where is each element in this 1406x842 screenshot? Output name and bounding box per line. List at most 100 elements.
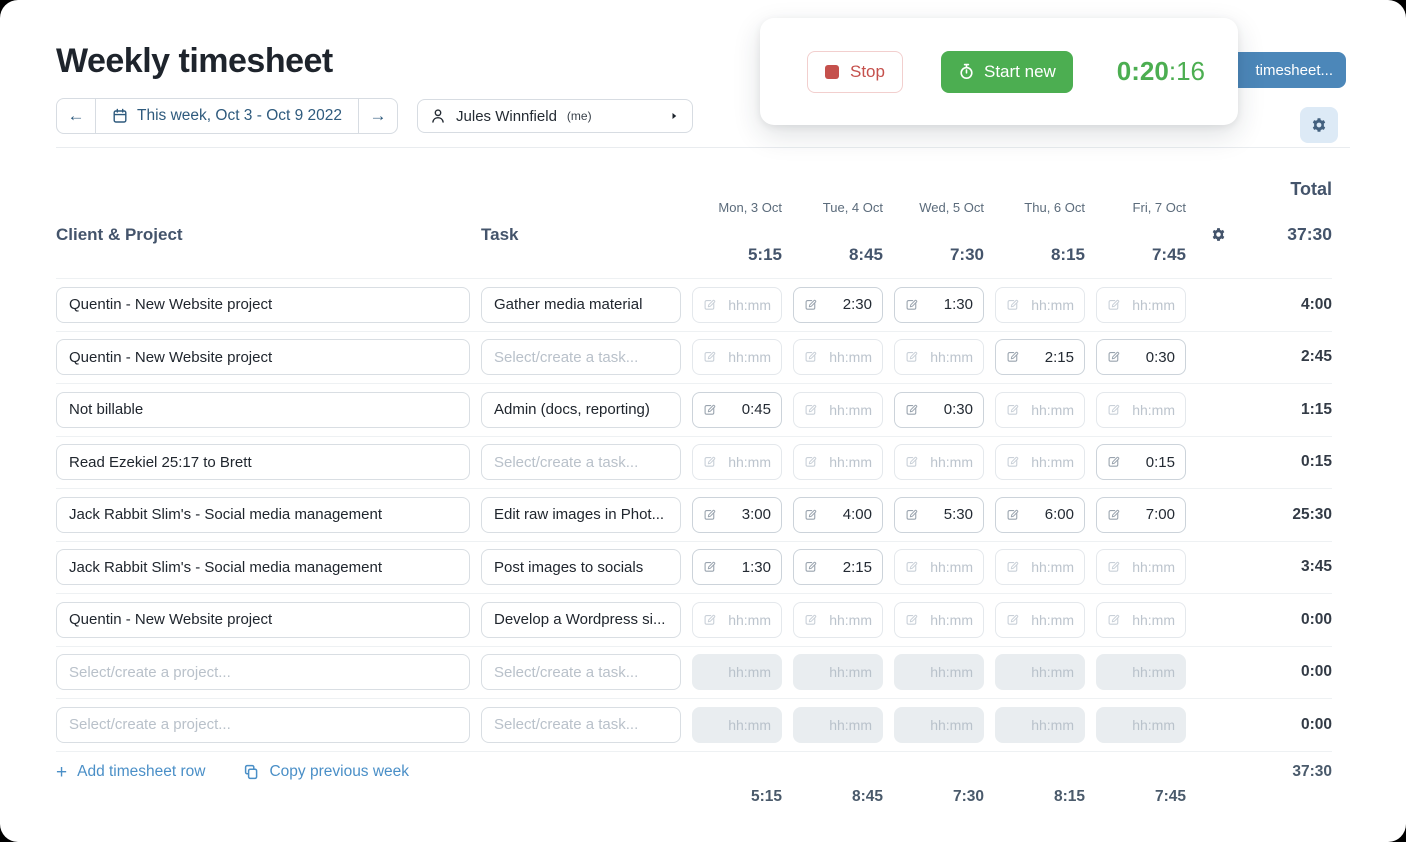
toolbar-divider <box>56 147 1350 148</box>
time-cell[interactable]: hh:mm <box>995 286 1085 323</box>
time-value: 1:30 <box>943 296 973 314</box>
edit-icon <box>703 298 717 312</box>
timesheet-row: Quentin - New Website project Develop a W… <box>56 594 1332 647</box>
time-cell[interactable]: 2:15 <box>995 339 1085 376</box>
time-placeholder: hh:mm <box>1132 611 1175 628</box>
task-input[interactable]: Admin (docs, reporting) <box>481 391 681 428</box>
time-cell[interactable]: hh:mm <box>793 339 883 376</box>
project-input[interactable]: Quentin - New Website project <box>56 339 470 376</box>
time-placeholder: hh:mm <box>1031 716 1074 733</box>
day-header: Fri, 7 Oct <box>1132 200 1186 215</box>
project-input[interactable]: Jack Rabbit Slim's - Social media manage… <box>56 549 470 586</box>
edit-icon <box>804 508 818 522</box>
time-cell[interactable]: 0:30 <box>894 391 984 428</box>
time-value: 0:15 <box>1145 453 1175 471</box>
time-cell[interactable]: hh:mm <box>894 339 984 376</box>
time-cell[interactable]: hh:mm <box>692 339 782 376</box>
edit-icon <box>1107 613 1121 627</box>
time-cell[interactable]: hh:mm <box>692 444 782 481</box>
task-input[interactable]: Select/create a task... <box>481 706 681 743</box>
time-cell[interactable]: 5:30 <box>894 496 984 533</box>
project-input[interactable]: Select/create a project... <box>56 654 470 691</box>
edit-icon <box>1006 560 1020 574</box>
project-input[interactable]: Jack Rabbit Slim's - Social media manage… <box>56 496 470 533</box>
row-total: 0:00 <box>1300 610 1332 628</box>
next-week-button[interactable]: → <box>369 106 387 125</box>
time-cell[interactable]: hh:mm <box>692 286 782 323</box>
time-cell[interactable]: hh:mm <box>894 549 984 586</box>
task-input[interactable]: Select/create a task... <box>481 339 681 376</box>
task-input[interactable]: Select/create a task... <box>481 654 681 691</box>
time-cell[interactable]: hh:mm <box>1096 286 1186 323</box>
week-picker-button[interactable]: This week, Oct 3 - Oct 9 2022 <box>95 99 360 133</box>
day-header: Tue, 4 Oct <box>822 200 883 215</box>
time-placeholder: hh:mm <box>728 349 771 366</box>
column-settings-gear-icon[interactable] <box>1211 227 1226 242</box>
start-new-timer-button[interactable]: Start new <box>940 50 1073 93</box>
time-cell[interactable]: hh:mm <box>692 601 782 638</box>
footer-day-total: 7:45 <box>1154 788 1186 806</box>
add-timesheet-row-button[interactable]: + Add timesheet row <box>56 763 205 782</box>
time-cell[interactable]: 1:30 <box>692 549 782 586</box>
time-cell[interactable]: hh:mm <box>793 444 883 481</box>
project-input[interactable]: Quentin - New Website project <box>56 601 470 638</box>
project-input[interactable]: Quentin - New Website project <box>56 286 470 323</box>
time-cell[interactable]: 2:30 <box>793 286 883 323</box>
copy-previous-week-button[interactable]: Copy previous week <box>243 763 409 781</box>
time-cell[interactable]: 2:15 <box>793 549 883 586</box>
project-input[interactable]: Select/create a project... <box>56 706 470 743</box>
time-cell[interactable]: 1:30 <box>894 286 984 323</box>
settings-button[interactable] <box>1300 107 1338 143</box>
time-cell[interactable]: hh:mm <box>894 601 984 638</box>
time-value: 0:45 <box>741 401 771 419</box>
time-cell[interactable]: hh:mm <box>1096 601 1186 638</box>
timesheet-row: Select/create a project... Select/create … <box>56 699 1332 752</box>
time-cell[interactable]: 0:15 <box>1096 444 1186 481</box>
row-total: 2:45 <box>1300 348 1332 366</box>
edit-icon <box>905 560 919 574</box>
time-cell[interactable]: hh:mm <box>995 444 1085 481</box>
time-cell[interactable]: hh:mm <box>1096 549 1186 586</box>
time-placeholder: hh:mm <box>728 664 771 681</box>
copy-previous-week-label: Copy previous week <box>269 763 410 781</box>
task-input[interactable]: Select/create a task... <box>481 444 681 481</box>
time-placeholder: hh:mm <box>728 454 771 471</box>
time-value: 0:30 <box>1145 348 1175 366</box>
stop-timer-button[interactable]: Stop <box>807 50 903 93</box>
project-input[interactable]: Read Ezekiel 25:17 to Brett <box>56 444 470 481</box>
time-cell[interactable]: hh:mm <box>995 549 1085 586</box>
edit-icon <box>703 403 717 417</box>
task-input[interactable]: Develop a Wordpress si... <box>481 601 681 638</box>
time-placeholder: hh:mm <box>1031 559 1074 576</box>
time-cell[interactable]: 4:00 <box>793 496 883 533</box>
time-cell-disabled: hh:mm <box>793 654 883 691</box>
timesheet-row: Quentin - New Website project Select/crea… <box>56 332 1332 384</box>
time-cell[interactable]: 0:30 <box>1096 339 1186 376</box>
time-cell-disabled: hh:mm <box>692 654 782 691</box>
time-cell[interactable]: hh:mm <box>793 391 883 428</box>
person-selector[interactable]: Jules Winnfield (me) <box>417 99 694 133</box>
time-cell[interactable]: hh:mm <box>894 444 984 481</box>
time-cell[interactable]: 6:00 <box>995 496 1085 533</box>
row-total: 3:45 <box>1300 558 1332 576</box>
time-placeholder: hh:mm <box>1031 454 1074 471</box>
task-input[interactable]: Post images to socials <box>481 549 681 586</box>
time-cell[interactable]: hh:mm <box>1096 391 1186 428</box>
time-placeholder: hh:mm <box>728 716 771 733</box>
previous-week-button[interactable]: ← <box>67 106 85 125</box>
time-placeholder: hh:mm <box>728 296 771 313</box>
time-cell[interactable]: hh:mm <box>995 601 1085 638</box>
stop-label: Stop <box>850 61 885 81</box>
task-input[interactable]: Gather media material <box>481 286 681 323</box>
time-cell[interactable]: 0:45 <box>692 391 782 428</box>
task-input[interactable]: Edit raw images in Phot... <box>481 496 681 533</box>
edit-icon <box>905 508 919 522</box>
time-cell[interactable]: hh:mm <box>995 391 1085 428</box>
project-input[interactable]: Not billable <box>56 391 470 428</box>
time-cell[interactable]: hh:mm <box>793 601 883 638</box>
time-cell[interactable]: 3:00 <box>692 496 782 533</box>
time-cell[interactable]: 7:00 <box>1096 496 1186 533</box>
time-cell-disabled: hh:mm <box>1096 654 1186 691</box>
timesheet-row: Quentin - New Website project Gather medi… <box>56 279 1332 332</box>
edit-icon <box>804 613 818 627</box>
